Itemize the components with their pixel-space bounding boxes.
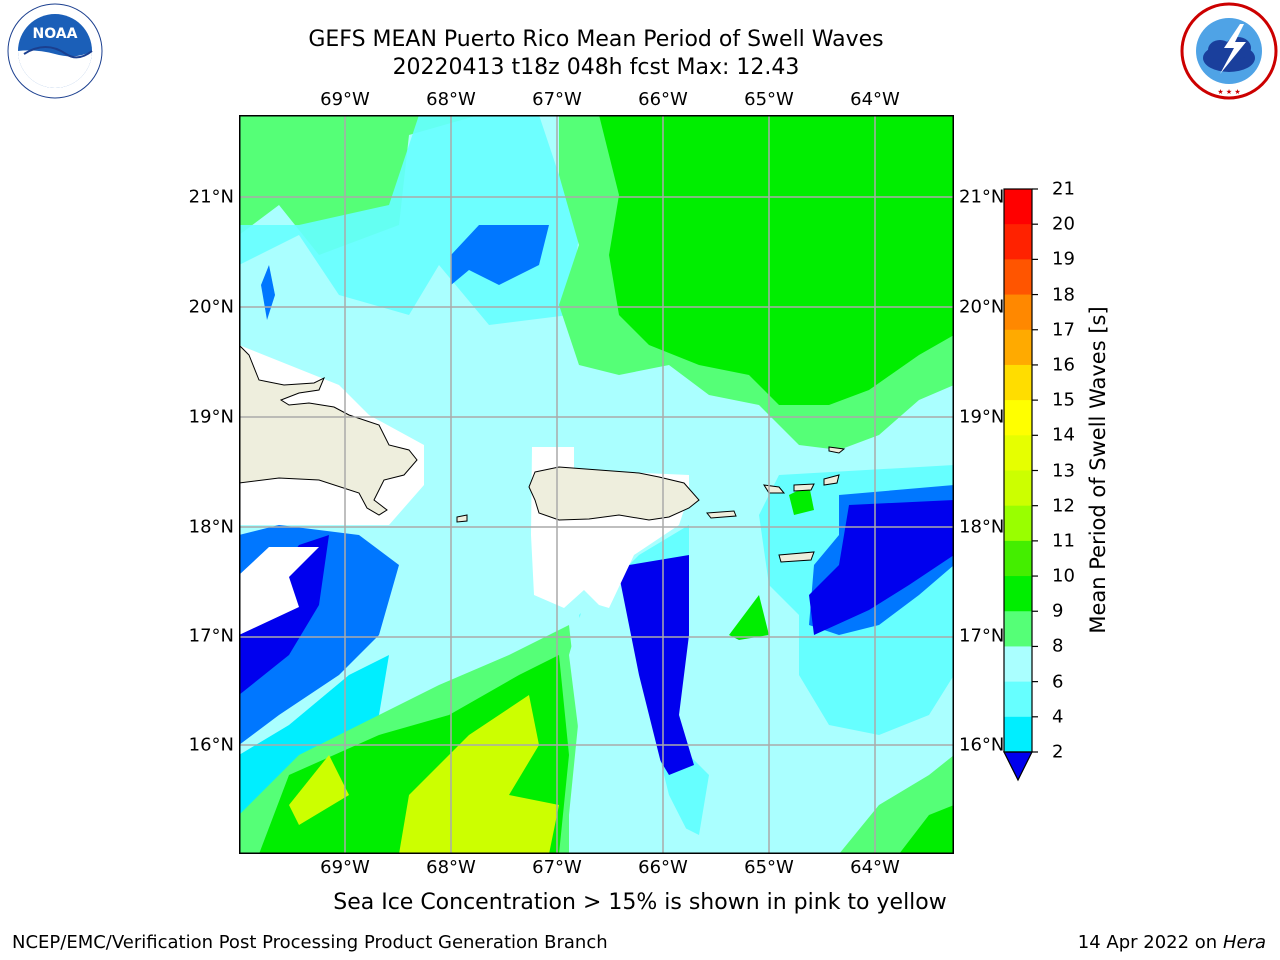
graticule: [239, 115, 954, 854]
lat-label: 18°N: [188, 516, 234, 538]
lat-label: 17°N: [188, 625, 234, 647]
colorbar-tick-label: 18: [1052, 284, 1075, 306]
footer-date: 14 Apr 2022 on Hera: [1078, 932, 1266, 953]
colorbar-segment: [1004, 400, 1032, 436]
map-subtitle-run-info: 20220413 t18z 048h fcst Max: 12.43: [392, 55, 800, 80]
footer-host: Hera: [1222, 932, 1266, 953]
field-south-12-13s: [289, 755, 349, 825]
noaa-logo: NOAA: [7, 3, 103, 99]
longitude-labels-bottom: 69°W 68°W 67°W 66°W 65°W 64°W: [0, 857, 1280, 881]
colorbar: [1003, 188, 1038, 782]
lon-label: 64°W: [850, 89, 900, 110]
lon-label: 68°W: [426, 89, 476, 110]
colorbar-segment: [1004, 716, 1032, 753]
colorbar-tick-label: 16: [1052, 354, 1075, 376]
field-north-9-10s: [239, 115, 479, 255]
lat-label: 16°N: [188, 734, 234, 756]
colorbar-segment: [1004, 681, 1032, 718]
colorbar-tick-label: 12: [1052, 495, 1075, 517]
colorbar-tick-label: 15: [1052, 389, 1075, 411]
nws-logo: ★ ★ ★: [1180, 2, 1278, 100]
lat-label: 21°N: [188, 186, 234, 208]
lat-label: 21°N: [959, 186, 1005, 208]
svg-text:★ ★ ★: ★ ★ ★: [1217, 88, 1240, 96]
footer-date-text: 14 Apr 2022 on: [1077, 932, 1223, 953]
puerto-rico-land: [528, 466, 700, 521]
colorbar-tick-label: 17: [1052, 319, 1075, 341]
lon-label: 64°W: [850, 857, 900, 878]
field-northeast-11-12s: [599, 115, 954, 405]
colorbar-segment: [1004, 189, 1032, 225]
lon-label: 67°W: [532, 89, 582, 110]
colorbar-segment: [1004, 364, 1032, 401]
colorbar-segment: [1004, 435, 1032, 471]
colorbar-tick-label: 8: [1052, 635, 1064, 657]
colorbar-segment: [1004, 224, 1032, 260]
lon-label: 66°W: [638, 857, 688, 878]
sea-ice-note: Sea Ice Concentration > 15% is shown in …: [333, 890, 947, 915]
lat-label: 19°N: [188, 406, 234, 428]
colorbar-segment: [1004, 576, 1032, 612]
colorbar-tick-label: 9: [1052, 600, 1064, 622]
lat-label: 20°N: [188, 296, 234, 318]
colorbar-segment: [1004, 294, 1032, 331]
colorbar-tick-label: 6: [1052, 671, 1064, 693]
lon-label: 67°W: [532, 857, 582, 878]
colorbar-segment: [1004, 611, 1032, 647]
hispaniola-land: [239, 344, 418, 516]
colorbar-tick-label: 2: [1052, 741, 1064, 763]
colorbar-segment: [1004, 505, 1032, 542]
colorbar-label: Mean Period of Swell Waves [s]: [1086, 306, 1110, 634]
colorbar-segment: [1004, 259, 1032, 296]
latitude-labels-right: 21°N 20°N 19°N 18°N 17°N 16°N: [959, 0, 1009, 960]
lon-label: 65°W: [744, 89, 794, 110]
field-north-blue-spot: [451, 225, 549, 285]
lat-label: 19°N: [959, 406, 1005, 428]
colorbar-segment: [1004, 646, 1032, 683]
lat-label: 18°N: [959, 516, 1005, 538]
lon-label: 69°W: [320, 89, 370, 110]
footer-credit: NCEP/EMC/Verification Post Processing Pr…: [12, 932, 608, 953]
colorbar-tick-label: 11: [1052, 530, 1075, 552]
colorbar-tick-label: 19: [1052, 248, 1075, 270]
lon-label: 66°W: [638, 89, 688, 110]
longitude-labels-top: 69°W 68°W 67°W 66°W 65°W 64°W: [0, 89, 1280, 113]
colorbar-tick-label: 10: [1052, 565, 1075, 587]
lon-label: 65°W: [744, 857, 794, 878]
colorbar-segment: [1004, 470, 1032, 507]
latitude-labels-left: 21°N 20°N 19°N 18°N 17°N 16°N: [0, 0, 234, 960]
lat-label: 17°N: [959, 625, 1005, 647]
colorbar-segment: [1004, 329, 1032, 366]
colorbar-tick-label: 4: [1052, 706, 1064, 728]
colorbar-segment: [1004, 540, 1032, 577]
map-title: GEFS MEAN Puerto Rico Mean Period of Swe…: [308, 27, 884, 52]
colorbar-tick-label: 14: [1052, 424, 1075, 446]
lat-label: 16°N: [959, 734, 1005, 756]
colorbar-tick-label: 13: [1052, 460, 1075, 481]
colorbar-tick-label: 20: [1052, 213, 1075, 235]
lon-label: 68°W: [426, 857, 476, 878]
lat-label: 20°N: [959, 296, 1005, 318]
lon-label: 69°W: [320, 857, 370, 878]
swell-period-map: [239, 115, 954, 854]
svg-text:NOAA: NOAA: [33, 26, 78, 42]
colorbar-tick-label: 21: [1052, 178, 1075, 200]
